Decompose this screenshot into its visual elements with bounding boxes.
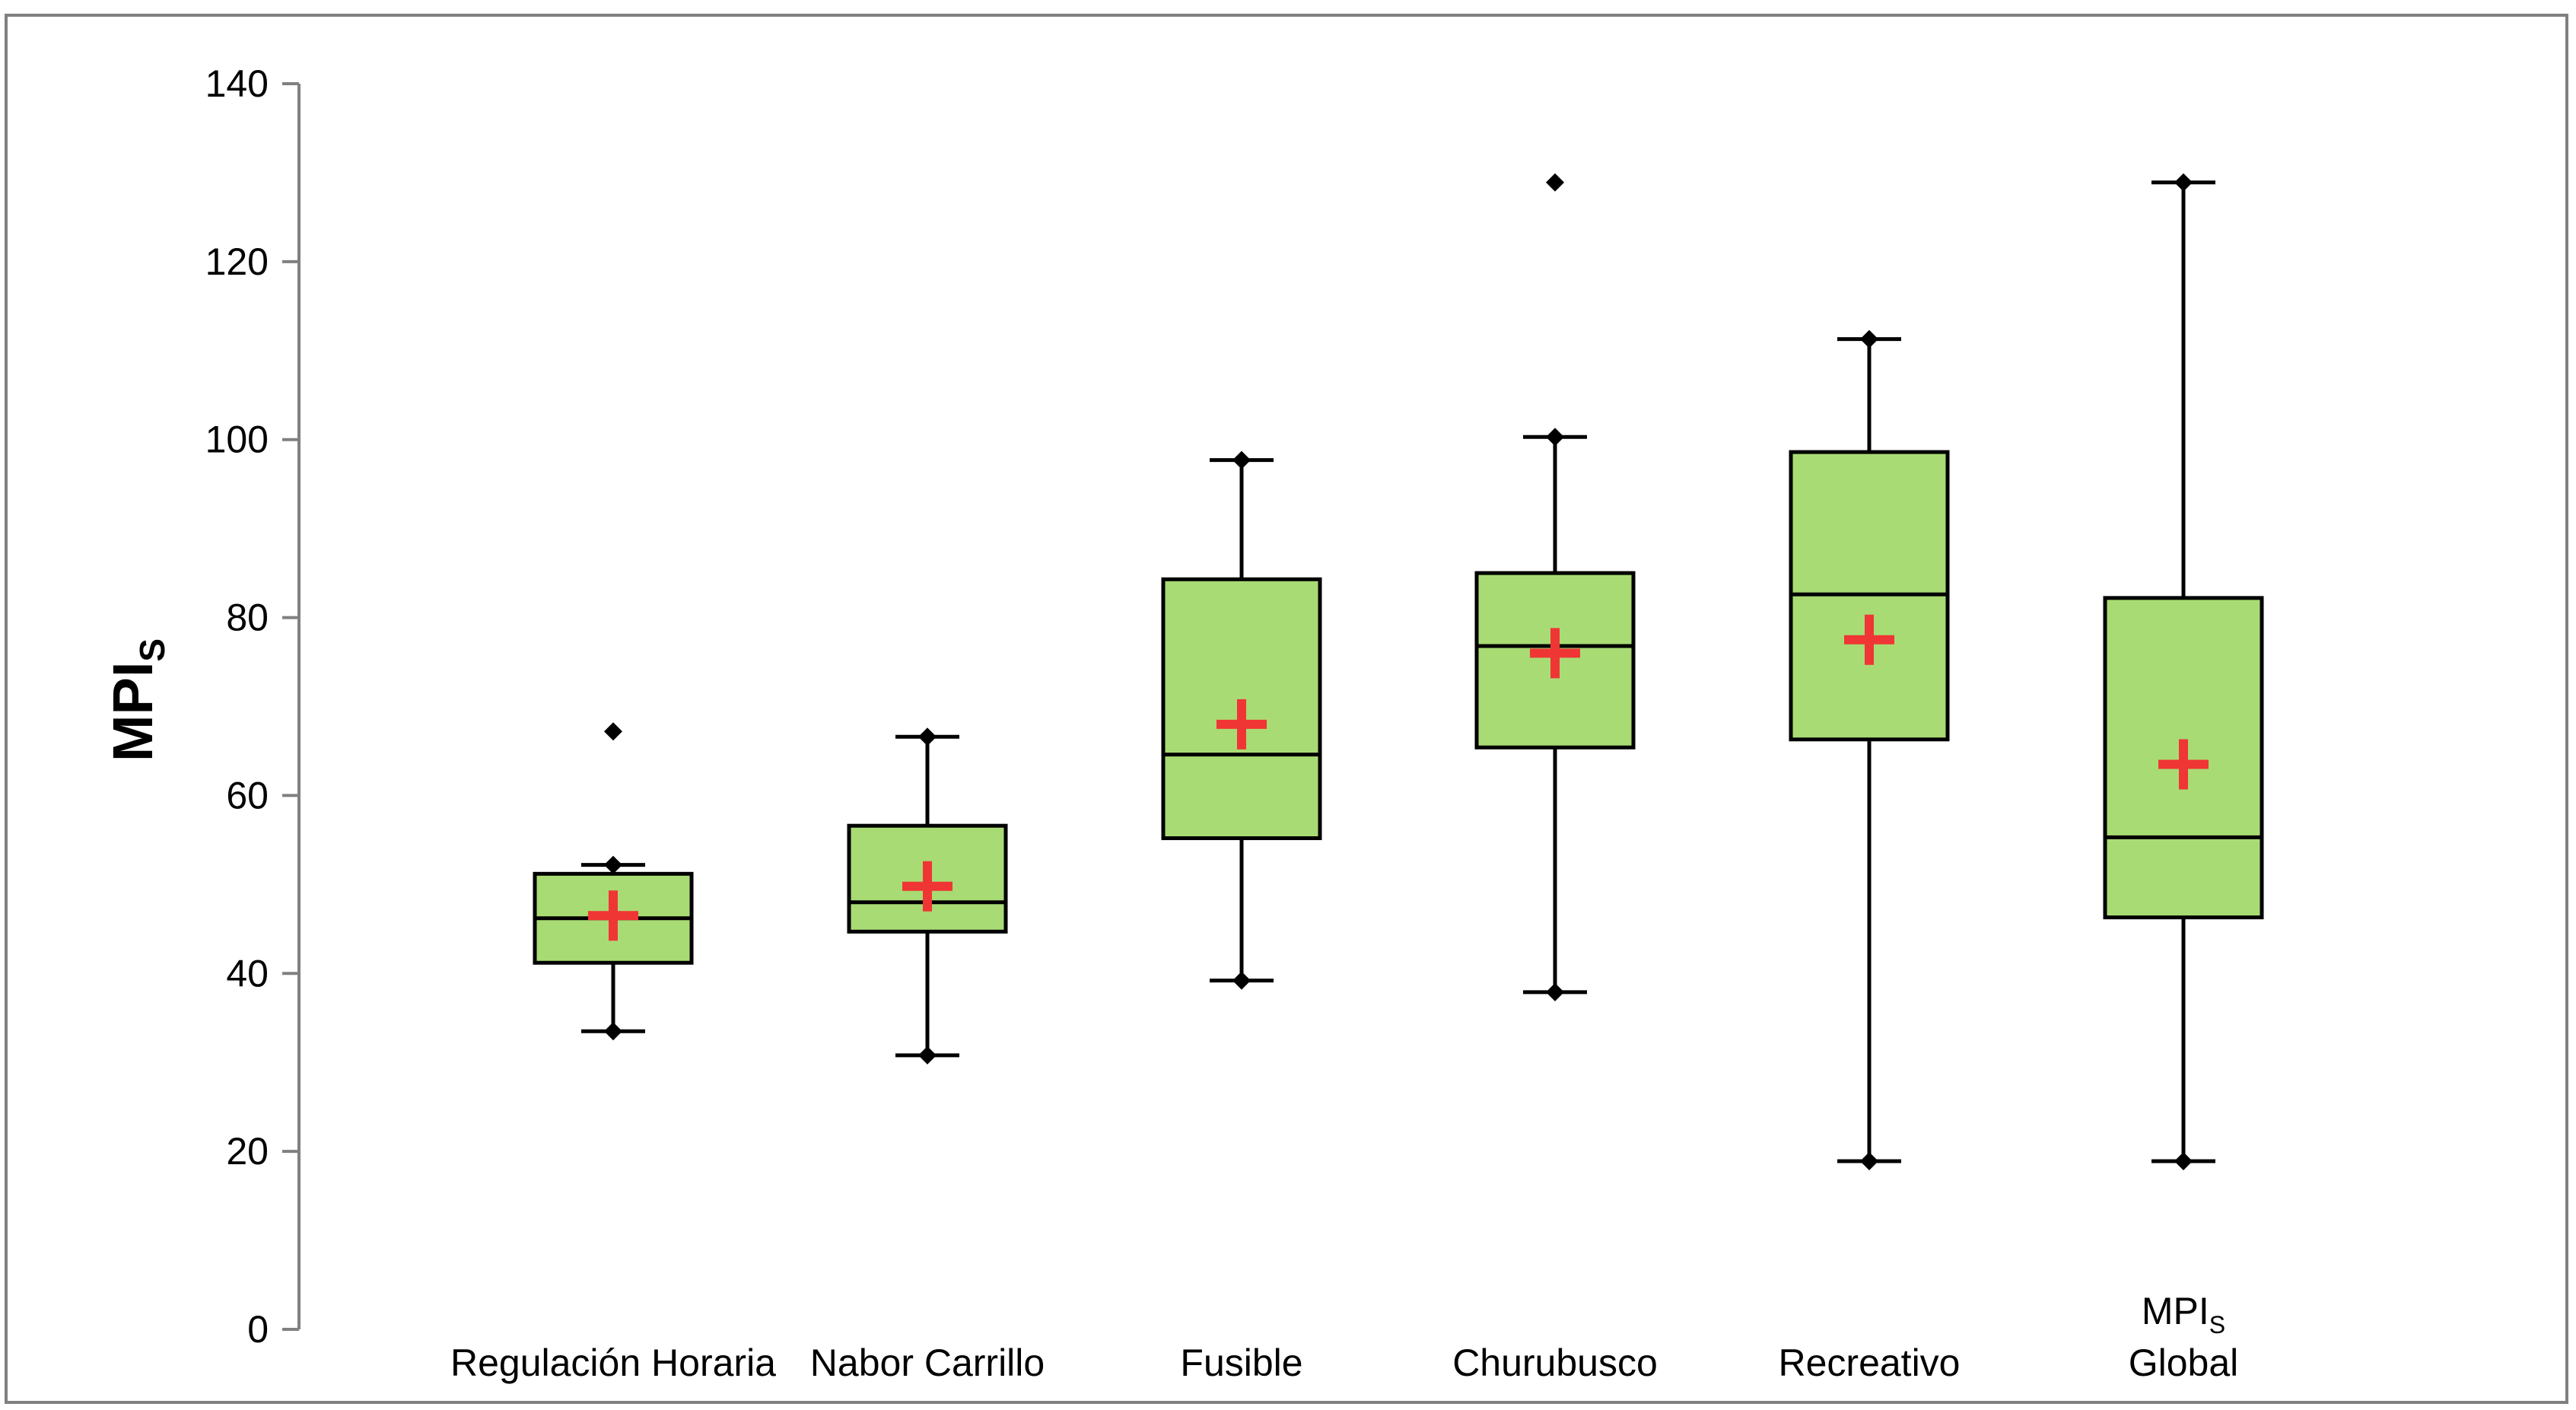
y-axis: 0 20 40 60 80 100 120 140	[205, 62, 301, 1351]
min-marker	[2174, 1152, 2193, 1171]
y-tick-label: 80	[226, 597, 269, 639]
min-marker	[1546, 982, 1564, 1001]
y-tick-label: 20	[226, 1130, 269, 1173]
x-tick-label-subscript: S	[2209, 1311, 2225, 1338]
y-tick-label: 140	[205, 62, 269, 105]
box-group	[1789, 329, 1950, 1171]
y-tick-label: 100	[205, 419, 269, 461]
min-marker	[1860, 1152, 1878, 1171]
x-axis-labels: Regulación Horaria Nabor Carrillo Fusible C…	[450, 1290, 2238, 1384]
y-axis-title-subscript: S	[132, 638, 172, 662]
box-group	[533, 722, 694, 1041]
box-group	[1161, 450, 1322, 990]
box-group	[847, 727, 1008, 1065]
y-tick-label: 40	[226, 952, 269, 995]
y-tick-label: 0	[247, 1308, 269, 1351]
y-tick-label: 120	[205, 240, 269, 283]
x-tick-label: Churubusco	[1452, 1342, 1658, 1384]
x-tick-label-line2: Global	[2129, 1342, 2239, 1384]
min-marker	[1232, 971, 1251, 990]
x-tick-label: Fusible	[1180, 1342, 1302, 1384]
y-tick-label: 60	[226, 774, 269, 816]
y-axis-title: MPIS	[101, 638, 172, 762]
max-marker	[1232, 450, 1251, 469]
min-marker	[604, 1022, 622, 1041]
boxes	[533, 173, 2264, 1171]
max-marker	[604, 855, 622, 874]
box-group	[1474, 173, 1636, 1001]
min-marker	[918, 1046, 937, 1065]
outlier-marker	[604, 722, 622, 741]
max-marker	[2174, 173, 2193, 192]
x-tick-label: Regulación Horaria	[450, 1342, 776, 1384]
outlier-marker	[1546, 173, 1564, 192]
max-marker	[1546, 428, 1564, 447]
max-marker	[918, 727, 937, 746]
max-marker	[1860, 329, 1878, 349]
x-tick-label: Nabor Carrillo	[810, 1342, 1045, 1384]
x-tick-label: MPIS	[2142, 1290, 2225, 1338]
x-tick-label: Recreativo	[1779, 1342, 1961, 1384]
y-axis-title-main: MPI	[101, 662, 164, 762]
x-tick-label-main: MPI	[2142, 1290, 2209, 1332]
box-group	[2103, 173, 2264, 1171]
